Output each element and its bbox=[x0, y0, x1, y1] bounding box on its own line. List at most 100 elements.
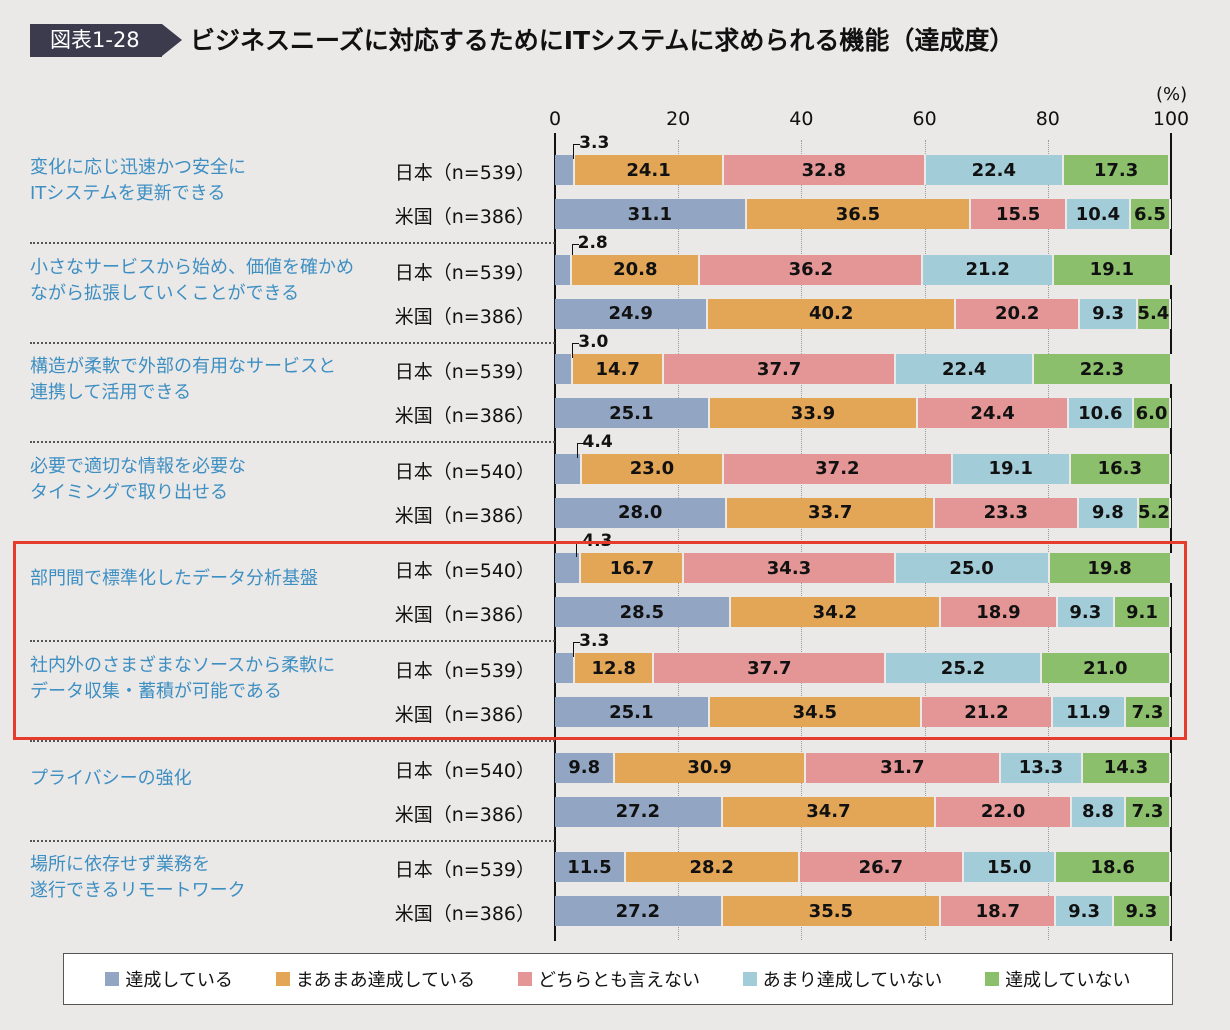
bar-segment: 8.8 bbox=[1071, 796, 1127, 827]
group-separator bbox=[30, 341, 555, 344]
bar-segment: 28.2 bbox=[625, 852, 800, 883]
bar-value-label: 4.4 bbox=[582, 431, 613, 452]
bar-segment: 16.7 bbox=[581, 553, 685, 584]
bar-value-label: 3.3 bbox=[579, 133, 610, 153]
row-label: 米国（n=386） bbox=[394, 305, 535, 328]
bar-segment: 5.4 bbox=[1137, 298, 1171, 329]
bar-segment: 32.8 bbox=[723, 155, 926, 185]
category-label: 社内外のさまざまなソースから柔軟に データ収集・蓄積が可能である bbox=[30, 653, 390, 705]
legend-item: 達成していない bbox=[985, 966, 1131, 992]
small-value-leader bbox=[573, 642, 581, 657]
bar-segment: 18.7 bbox=[941, 896, 1057, 927]
bar-segment: 25.0 bbox=[895, 553, 1050, 584]
row-label: 米国（n=386） bbox=[394, 504, 535, 527]
bar-segment: 33.7 bbox=[727, 497, 936, 528]
legend-swatch bbox=[985, 972, 1000, 986]
category-label-line: 連携して活用できる bbox=[30, 382, 192, 404]
bar-segment bbox=[555, 354, 574, 385]
bar-segment: 9.8 bbox=[1078, 497, 1139, 528]
bar-segment: 37.7 bbox=[664, 354, 897, 385]
bar-segment: 17.3 bbox=[1063, 155, 1171, 185]
category-label: 部門間で標準化したデータ分析基盤 bbox=[30, 566, 390, 592]
x-tick-label: 100 bbox=[1152, 108, 1190, 130]
gridline bbox=[801, 140, 803, 940]
legend-label: まあまあ達成している bbox=[295, 970, 476, 991]
legend-label: どちらとも言えない bbox=[537, 970, 700, 991]
bar-segment: 22.4 bbox=[896, 354, 1035, 385]
legend-swatch bbox=[275, 972, 290, 986]
legend-item: あまり達成していない bbox=[742, 966, 943, 992]
bar-segment: 13.3 bbox=[1000, 752, 1083, 783]
bar-value-label: 2.8 bbox=[577, 232, 608, 253]
bar-segment: 16.3 bbox=[1070, 453, 1171, 484]
category-label-line: 社内外のさまざまなソースから柔軟に bbox=[30, 655, 336, 676]
row-label: 日本（n=539） bbox=[394, 660, 535, 682]
bar-segment: 9.3 bbox=[1080, 298, 1138, 329]
group-separator bbox=[30, 839, 555, 842]
highlight-box bbox=[13, 541, 1187, 740]
bar-segment: 20.8 bbox=[572, 254, 701, 285]
group-separator bbox=[30, 441, 555, 444]
bar-segment bbox=[555, 155, 576, 185]
axis-line-right bbox=[1170, 133, 1172, 941]
category-label-line: 部門間で標準化したデータ分析基盤 bbox=[30, 568, 318, 590]
legend-item: 達成している bbox=[105, 966, 233, 992]
small-value-leader bbox=[572, 343, 580, 359]
group-separator bbox=[30, 640, 555, 643]
category-label: プライバシーの強化 bbox=[30, 766, 390, 792]
legend-label: 達成していない bbox=[1005, 970, 1131, 991]
bar-segment: 27.2 bbox=[555, 896, 723, 927]
x-tick-label: 40 bbox=[789, 108, 814, 130]
bar-segment bbox=[555, 254, 573, 285]
bar-segment: 37.7 bbox=[654, 653, 887, 683]
category-label-line: ITシステムを更新できる bbox=[30, 183, 226, 204]
bar-segment: 10.6 bbox=[1068, 398, 1135, 429]
bar-segment: 9.3 bbox=[1113, 896, 1171, 927]
bar-segment bbox=[555, 553, 582, 584]
axis-line-left bbox=[554, 133, 556, 941]
category-label-line: プライバシーの強化 bbox=[30, 767, 192, 789]
bar-segment: 23.0 bbox=[582, 453, 724, 484]
row-label: 米国（n=386） bbox=[394, 206, 535, 228]
bar-segment: 28.5 bbox=[555, 597, 731, 628]
category-label-line: 小さなサービスから始め、価値を確かめ bbox=[30, 256, 354, 278]
bar-segment: 24.4 bbox=[918, 398, 1069, 429]
bar-segment: 18.6 bbox=[1056, 852, 1171, 883]
bar-segment: 28.0 bbox=[555, 497, 728, 528]
bar-segment: 6.0 bbox=[1134, 398, 1171, 429]
row-label: 日本（n=540） bbox=[394, 759, 535, 782]
bar-segment: 7.3 bbox=[1126, 697, 1171, 727]
row-label: 日本（n=540） bbox=[394, 460, 535, 483]
row-label: 米国（n=386） bbox=[394, 405, 535, 428]
bar-segment: 15.5 bbox=[971, 199, 1067, 229]
bar-segment: 40.2 bbox=[708, 298, 956, 329]
chart-title: ビジネスニーズに対応するためにITシステムに求められる機能（達成度） bbox=[190, 26, 1015, 55]
legend-label: あまり達成していない bbox=[762, 970, 943, 991]
small-value-leader bbox=[573, 144, 581, 159]
gridline bbox=[1047, 140, 1049, 940]
group-separator bbox=[30, 242, 555, 244]
bar-segment: 5.2 bbox=[1138, 497, 1171, 528]
bar-segment: 19.1 bbox=[952, 453, 1071, 484]
row-label: 米国（n=386） bbox=[394, 604, 535, 627]
legend-item: どちらとも言えない bbox=[517, 966, 700, 992]
figure-number-badge: 図表1-28 bbox=[30, 24, 162, 57]
bar-segment: 25.1 bbox=[555, 697, 710, 727]
bar-segment: 10.4 bbox=[1066, 199, 1131, 229]
bar-segment bbox=[555, 653, 576, 683]
bar-segment: 25.1 bbox=[555, 398, 710, 429]
category-label: 場所に依存せず業務を 遂行できるリモートワーク bbox=[30, 852, 390, 904]
bar-segment: 34.7 bbox=[722, 796, 937, 827]
bar-segment: 19.1 bbox=[1053, 254, 1172, 285]
bar-segment: 24.9 bbox=[555, 298, 709, 329]
bar-segment: 14.7 bbox=[573, 354, 665, 385]
bar-segment: 34.5 bbox=[709, 697, 923, 727]
bar-segment: 24.1 bbox=[575, 155, 724, 185]
x-tick-label: 20 bbox=[666, 108, 691, 130]
category-label-line: 構造が柔軟で外部の有用なサービスと bbox=[30, 356, 336, 378]
bar-segment: 31.7 bbox=[805, 752, 1001, 783]
bar-segment: 34.2 bbox=[730, 597, 942, 628]
bar-segment: 21.2 bbox=[923, 254, 1054, 285]
row-label: 日本（n=539） bbox=[394, 361, 535, 384]
